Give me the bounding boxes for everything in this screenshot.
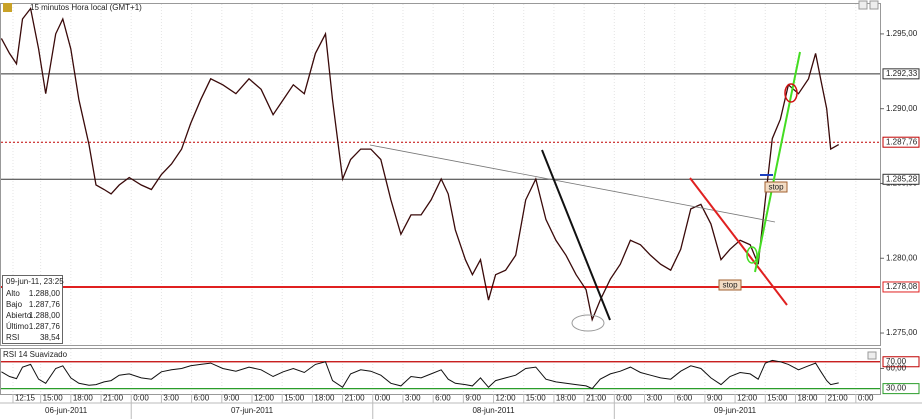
x-tick-label: 0:00 [133, 394, 149, 403]
rsi-tick-label: 70,00 [886, 357, 907, 366]
info-key: Alto [6, 289, 20, 298]
x-tick-label: 3:00 [163, 394, 179, 403]
x-tick-label: 18:00 [314, 394, 335, 403]
x-tick-label: 21:00 [586, 394, 607, 403]
day-label: 09-jun-2011 [714, 406, 757, 415]
x-tick-label: 9:00 [707, 394, 723, 403]
x-tick-label: 9:00 [224, 394, 240, 403]
rsi-frame [0, 348, 881, 395]
info-key: RSI [6, 333, 19, 342]
info-value: 38,54 [40, 333, 61, 342]
x-tick-label: 3:00 [405, 394, 421, 403]
x-tick-label: 21:00 [103, 394, 124, 403]
highlight-circle [746, 246, 758, 264]
x-tick-label: 15:00 [284, 394, 305, 403]
stop-label: stop [722, 281, 738, 290]
y-tick-label: 1.295,00 [886, 29, 918, 38]
info-key: Bajo [6, 300, 23, 309]
x-tick-label: 18:00 [73, 394, 94, 403]
trendline [689, 177, 788, 306]
rsi-label-box [882, 383, 920, 395]
y-tick-label: 1.275,00 [886, 328, 918, 337]
day-label: 06-jun-2011 [45, 406, 88, 415]
grid [12, 4, 884, 419]
x-tick-label: 21:00 [828, 394, 849, 403]
level-label-box [882, 281, 920, 293]
x-tick-label: 15:00 [526, 394, 547, 403]
x-tick-label: 18:00 [797, 394, 818, 403]
close-button[interactable] [869, 0, 879, 10]
x-tick-label: 0:00 [858, 394, 874, 403]
x-tick-label: 15:00 [767, 394, 788, 403]
level-label: 1.292,33 [886, 69, 918, 78]
highlight-circle [784, 83, 798, 103]
rsi-tick-label: 30,00 [886, 384, 907, 393]
info-box [2, 275, 63, 344]
info-value: 1.287,76 [29, 322, 61, 331]
info-value: 1.288,00 [29, 311, 61, 320]
x-tick-label: 12:00 [496, 394, 517, 403]
x-tick-label: 3:00 [646, 394, 662, 403]
x-tick-label: 12:00 [254, 394, 275, 403]
x-tick-label: 0:00 [616, 394, 632, 403]
day-label: 07-jun-2011 [231, 406, 274, 415]
annotations: stop stop [718, 181, 788, 291]
x-tick-label: 0:00 [375, 394, 391, 403]
trendline [369, 144, 776, 223]
trendline [541, 149, 611, 321]
level-label-box [882, 173, 920, 185]
y-tick-label: 1.280,00 [886, 253, 918, 262]
x-tick-label: 21:00 [345, 394, 366, 403]
rsi-title[interactable]: RSI 14 Suavizado [3, 350, 68, 359]
x-tick-label: 18:00 [556, 394, 577, 403]
plot-frame [0, 3, 881, 346]
level-label-box [882, 68, 920, 80]
stop-box [764, 181, 788, 193]
level-label: 1.278,08 [886, 282, 918, 291]
x-tick-label: 9:00 [465, 394, 481, 403]
stop-label: stop [768, 183, 784, 192]
stop-box [718, 279, 742, 291]
info-value: 1.288,00 [29, 289, 61, 298]
symbol-icon[interactable] [3, 3, 12, 12]
info-value: 1.287,76 [29, 300, 61, 309]
level-label: 1.285,28 [886, 174, 918, 183]
price-line [0, 6, 840, 322]
x-tick-label: 6:00 [194, 394, 210, 403]
trendline [754, 51, 801, 273]
rsi-label-box [882, 356, 920, 368]
x-tick-label: 12:15 [15, 394, 36, 403]
rsi-line [1, 359, 839, 390]
y-tick-label: 1.290,00 [886, 104, 918, 113]
day-label: 08-jun-2011 [472, 406, 515, 415]
x-tick-label: 15:00 [43, 394, 64, 403]
window-button[interactable] [858, 0, 868, 10]
x-tick-label: 12:00 [737, 394, 758, 403]
highlight-ellipse [571, 314, 605, 332]
info-date: 09-jun-11, 23:25 [6, 277, 64, 286]
close-button[interactable] [867, 351, 877, 360]
x-tick-label: 6:00 [677, 394, 693, 403]
info-key: Abierto [6, 311, 32, 320]
level-label-box [882, 136, 920, 148]
info-key: Último [6, 322, 29, 331]
rsi-tick-label: 60,00 [886, 364, 907, 373]
chart-title[interactable]: 15 minutos Hora local (GMT+1) [30, 3, 142, 12]
x-tick-label: 6:00 [435, 394, 451, 403]
level-label: 1.287,76 [886, 137, 918, 146]
